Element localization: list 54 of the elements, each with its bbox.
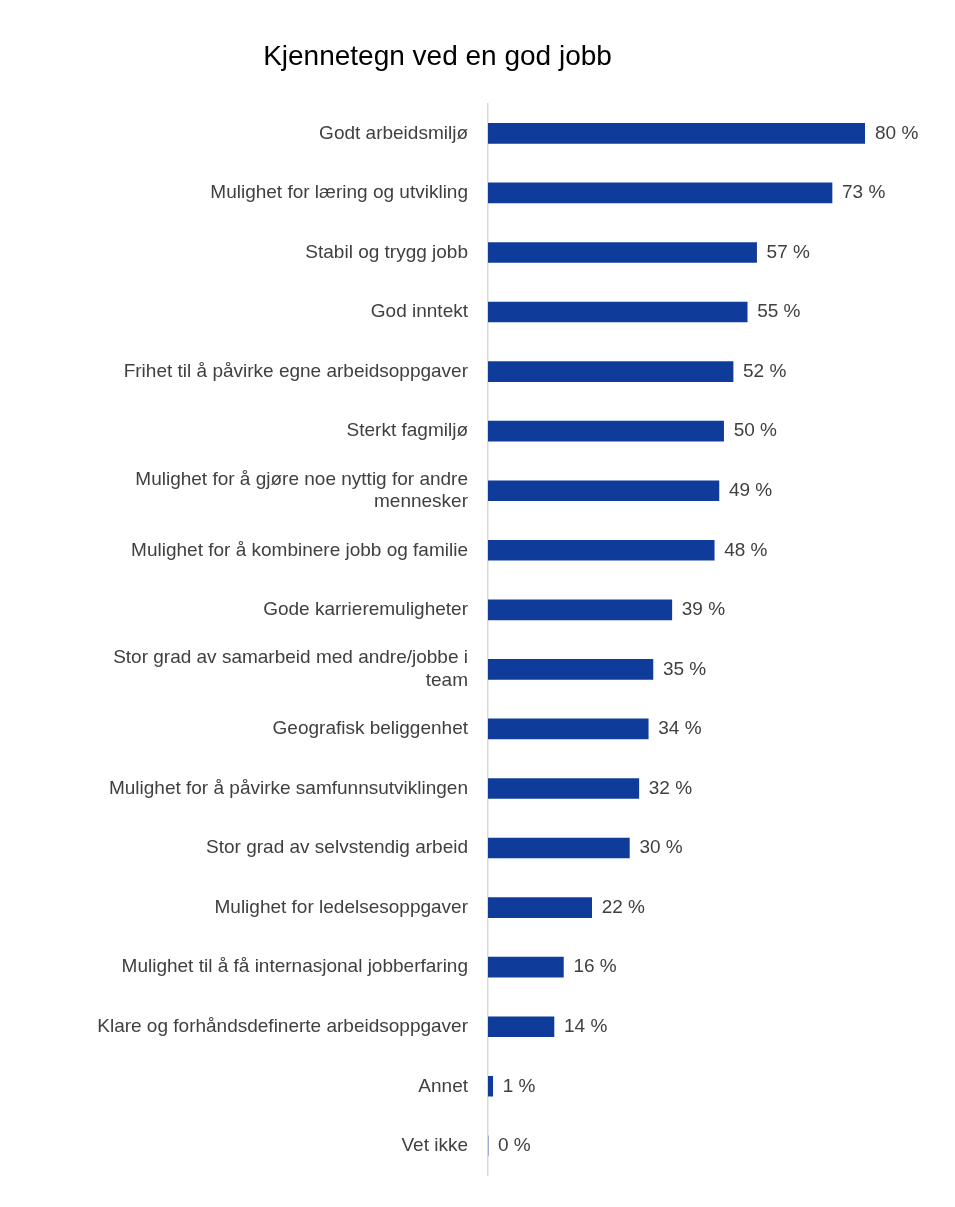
bar: [488, 837, 630, 859]
y-tick-label: Mulighet for å gjøre noe nyttig for andre mennesker: [135, 467, 469, 512]
data-label: 14 %: [563, 1014, 608, 1036]
data-label: 34 %: [658, 717, 702, 739]
data-label: 0 %: [498, 1134, 531, 1156]
y-tick-label: Sterkt fagmiljø: [346, 419, 469, 441]
data-label: 73 %: [842, 181, 886, 203]
y-tick-label: Vet ikke: [401, 1134, 468, 1156]
y-tick-label: Mulighet for ledelsesoppgaver: [214, 895, 469, 917]
y-tick-label: Geografisk beliggenhet: [272, 717, 469, 739]
y-tick-label: Mulighet til å få internasjonal jobberfaring: [121, 955, 468, 977]
bar: [488, 599, 673, 621]
bar: [488, 420, 724, 442]
data-label: 39 %: [681, 598, 726, 620]
bar: [488, 480, 720, 502]
y-tick-label: Frihet til å påvirke egne arbeidsoppgaver: [123, 359, 469, 381]
data-label: 80 %: [875, 121, 919, 143]
bar: [488, 1016, 555, 1038]
data-label: 32 %: [648, 776, 693, 798]
data-label: 49 %: [728, 478, 773, 500]
y-tick-label: Godt arbeidsmiljø: [319, 121, 469, 143]
y-tick-label: Stor grad av samarbeid med andre/jobbe i team: [113, 646, 468, 691]
bar: [488, 1075, 494, 1097]
y-tick-label: Mulighet for læring og utvikling: [210, 181, 468, 203]
data-label: 1 %: [502, 1074, 536, 1096]
bar: [488, 123, 865, 144]
data-label: 30 %: [639, 836, 683, 858]
y-tick-label: Stor grad av selvstendig arbeid: [206, 836, 468, 858]
bar: [488, 778, 640, 799]
y-tick-label: Stabil og trygg jobb: [305, 240, 468, 262]
bar: [488, 182, 833, 204]
bar: [488, 659, 654, 680]
bar: [488, 539, 715, 561]
data-label: 50 %: [733, 419, 778, 441]
y-tick-label: Klare og forhåndsdefinerte arbeidsoppgaver: [97, 1014, 469, 1036]
bar: [488, 956, 564, 978]
bar: [488, 718, 649, 740]
data-label: 55 %: [757, 300, 801, 322]
data-label: 16 %: [573, 955, 617, 977]
bar: [488, 361, 734, 382]
chart-title: Kjennetegn ved en god jobb: [263, 39, 612, 71]
data-label: 52 %: [743, 359, 787, 381]
y-tick-label: Annet: [418, 1074, 469, 1096]
y-tick-label: God inntekt: [370, 300, 469, 322]
y-tick-label: Mulighet for å påvirke samfunnsutviklingen: [108, 776, 468, 798]
bar: [488, 242, 757, 263]
bar: [488, 897, 593, 918]
bar: [488, 301, 748, 323]
y-tick-label: Mulighet for å kombinere jobb og familie: [131, 538, 468, 560]
data-label: 57 %: [766, 240, 811, 262]
data-label: 48 %: [724, 538, 768, 560]
data-label: 22 %: [601, 895, 646, 917]
data-label: 35 %: [662, 657, 707, 679]
y-tick-label: Gode karrieremuligheter: [263, 598, 469, 620]
